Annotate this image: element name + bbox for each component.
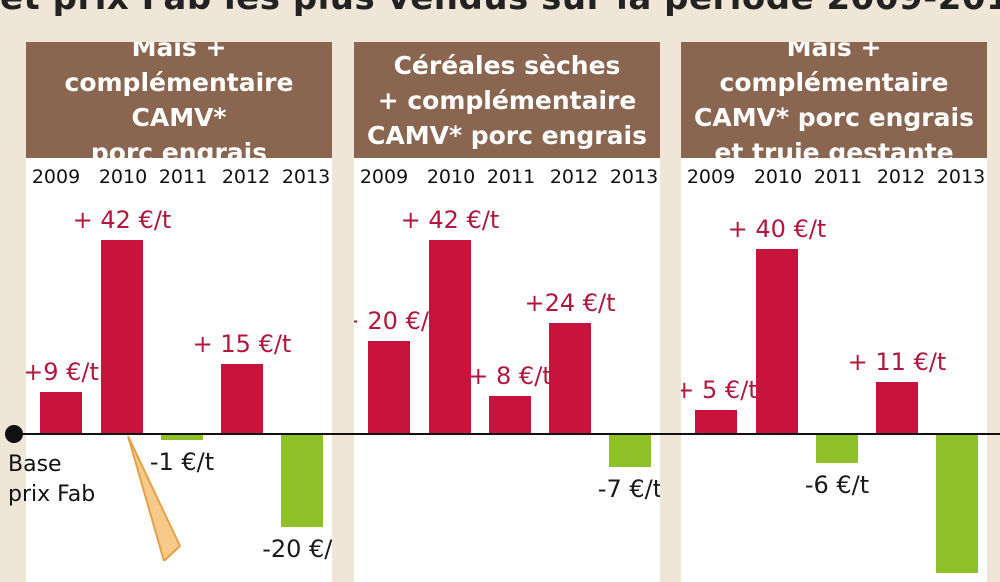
year-label: 2012: [549, 166, 599, 188]
bar-2011: [161, 435, 203, 440]
baseline-axis: [12, 433, 1000, 435]
panel-title-line: Céréales sèches: [393, 50, 621, 80]
baseline-origin-dot: [5, 425, 23, 443]
bar-2012: [221, 364, 263, 433]
bar-2009: [695, 410, 737, 433]
value-label: + 5 €/t: [681, 376, 758, 404]
year-label: 2009: [359, 166, 409, 188]
year-label: 2013: [281, 166, 331, 188]
year-label: 2010: [98, 166, 148, 188]
chart-title: et prix Fab les plus vendus sur la pério…: [0, 0, 1000, 18]
panel-header: Maïs + complémentaire CAMV* porc engrais…: [681, 42, 987, 167]
panel-header: Céréales sèches + complémentaire CAMV* p…: [354, 42, 660, 158]
bar-2013: [936, 435, 978, 573]
bar-2010: [429, 239, 471, 433]
year-label: 2011: [813, 166, 863, 188]
bar-2011: [816, 435, 858, 463]
value-label: + 8 €/t: [468, 362, 552, 391]
baseline-label-line: Base: [8, 452, 62, 477]
value-label: + 20 €/t: [354, 307, 439, 335]
year-label: 2009: [686, 166, 736, 188]
panel-title-line: Maïs + complémentaire: [719, 42, 949, 97]
value-label: + 40 €/t: [727, 215, 827, 243]
bar-2013: [281, 435, 323, 527]
panel-title-line: porc engrais: [90, 138, 268, 167]
value-label: + 42 €/t: [72, 205, 172, 234]
year-label: 2010: [753, 166, 803, 188]
year-label: 2013: [936, 166, 986, 188]
panel-title-line: Maïs + complémentaire: [64, 42, 294, 97]
year-label: 2012: [221, 166, 271, 188]
panel-cereales-porc-engrais: Céréales sèches + complémentaire CAMV* p…: [354, 42, 660, 582]
value-label: -20 €/t: [262, 535, 332, 563]
year-label: 2013: [609, 166, 659, 188]
bar-2012: [876, 382, 918, 433]
bar-2009: [40, 391, 82, 433]
panel-title-line: + complémentaire: [377, 85, 637, 115]
bar-2010: [101, 239, 143, 433]
bar-2010: [756, 249, 798, 433]
year-label: 2010: [426, 166, 476, 188]
year-label: 2009: [31, 166, 81, 188]
bar-2011: [489, 396, 531, 433]
panel-mais-truie-gestante: Maïs + complémentaire CAMV* porc engrais…: [681, 42, 987, 582]
year-label: 2012: [876, 166, 926, 188]
baseline-label-line: prix Fab: [8, 482, 96, 507]
panel-title-line: CAMV* porc engrais: [694, 103, 974, 132]
value-label: -7 €/t: [597, 475, 660, 504]
callout-pointer: [127, 436, 182, 561]
value-label: +24 €/t: [524, 288, 616, 317]
bar-2009: [368, 341, 410, 433]
baseline-label: Base prix Fab: [8, 450, 95, 510]
year-label: 2011: [158, 166, 208, 188]
panel-mais-porc-engrais: Maïs + complémentaire CAMV* porc engrais…: [26, 42, 332, 582]
panel-title-line: CAMV* porc engrais: [367, 120, 647, 150]
value-label: + 42 €/t: [400, 205, 500, 234]
panel-title-line: CAMV*: [131, 103, 227, 132]
value-label: -1 €/t: [149, 447, 215, 476]
panel-title-line: et truie gestante: [714, 138, 954, 167]
value-label: + 15 €/t: [192, 330, 292, 358]
bar-2013: [609, 435, 651, 468]
year-label: 2011: [486, 166, 536, 188]
panel-header: Maïs + complémentaire CAMV* porc engrais: [26, 42, 332, 167]
value-label: + 11 €/t: [847, 348, 947, 377]
value-label: -6 €/t: [804, 470, 870, 499]
bar-2012: [549, 322, 591, 433]
value-label: +9 €/t: [26, 357, 99, 386]
